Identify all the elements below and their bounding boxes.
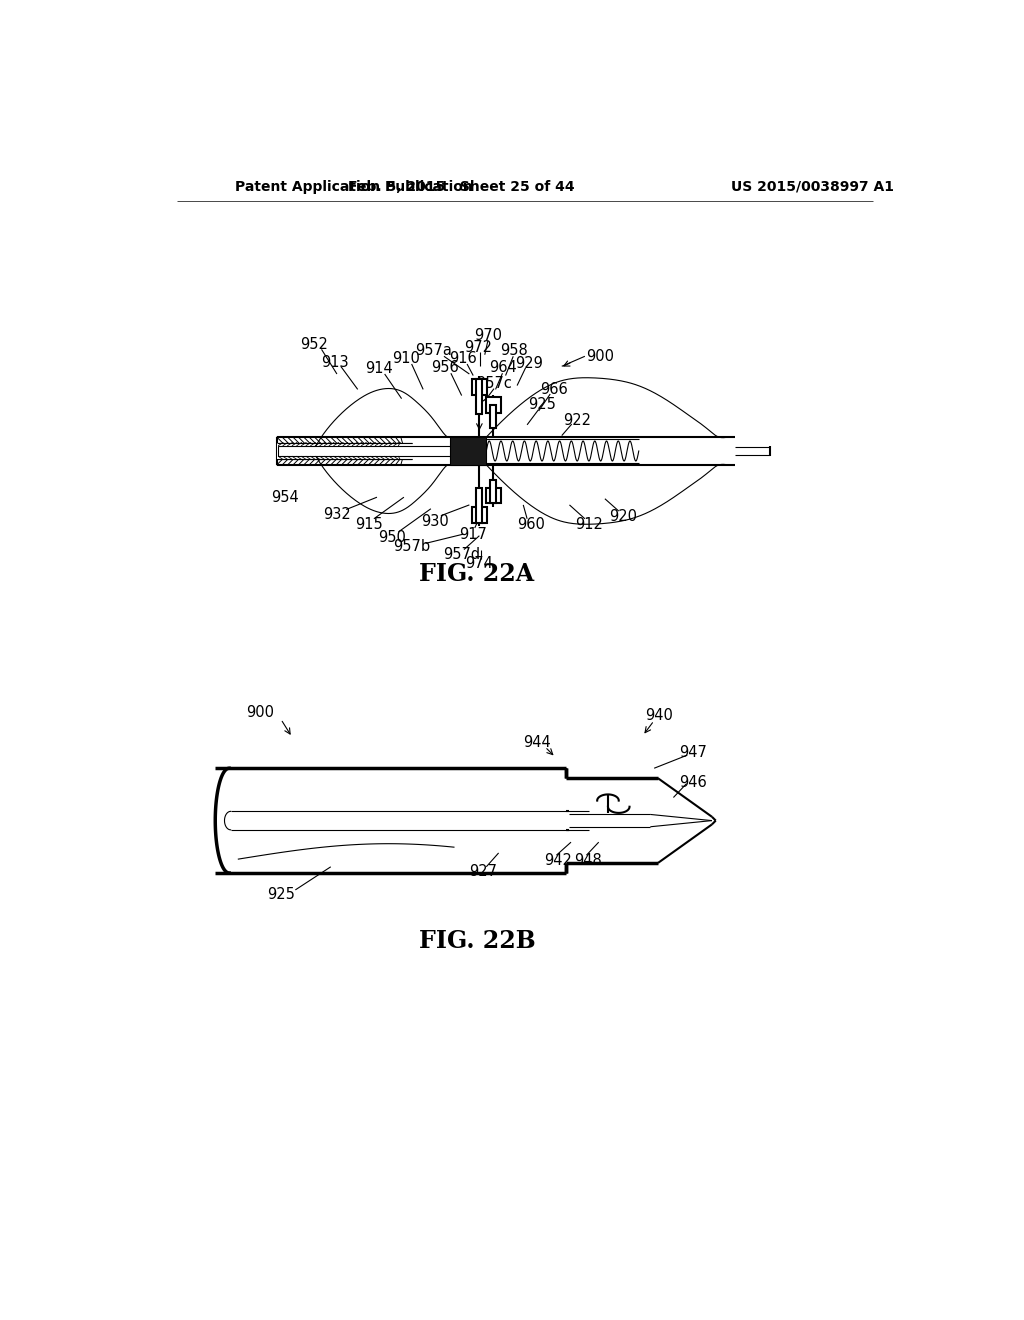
Text: 900: 900 bbox=[587, 348, 614, 364]
Text: 944: 944 bbox=[523, 734, 551, 750]
Text: FIG. 22A: FIG. 22A bbox=[420, 562, 535, 586]
Text: 942: 942 bbox=[544, 853, 571, 869]
Text: 900: 900 bbox=[246, 705, 274, 721]
Text: Feb. 5, 2015   Sheet 25 of 44: Feb. 5, 2015 Sheet 25 of 44 bbox=[348, 180, 574, 194]
Text: 929: 929 bbox=[515, 356, 544, 371]
Bar bbox=[476, 379, 482, 414]
Text: 922: 922 bbox=[563, 413, 591, 428]
Bar bbox=[476, 488, 482, 523]
Text: 958: 958 bbox=[500, 343, 528, 359]
Bar bbox=[490, 480, 497, 503]
Text: 915: 915 bbox=[355, 516, 383, 532]
Text: 930: 930 bbox=[421, 515, 449, 529]
Text: 910: 910 bbox=[392, 351, 420, 366]
Text: 966: 966 bbox=[541, 381, 568, 397]
Bar bbox=[451, 437, 486, 465]
Text: US 2015/0038997 A1: US 2015/0038997 A1 bbox=[731, 180, 894, 194]
Text: 948: 948 bbox=[574, 853, 602, 869]
Bar bbox=[279, 446, 462, 457]
Text: 940: 940 bbox=[645, 709, 673, 723]
Text: 972: 972 bbox=[465, 339, 493, 355]
Text: 970: 970 bbox=[474, 327, 503, 343]
Text: 925: 925 bbox=[267, 887, 295, 902]
Text: 932: 932 bbox=[323, 507, 351, 521]
Text: 920: 920 bbox=[609, 510, 637, 524]
Text: 954: 954 bbox=[270, 490, 298, 504]
Text: 957a: 957a bbox=[416, 343, 453, 359]
Text: 957d: 957d bbox=[443, 548, 480, 562]
Text: FIG. 22B: FIG. 22B bbox=[419, 929, 536, 953]
Bar bbox=[485, 488, 501, 503]
Text: Patent Application Publication: Patent Application Publication bbox=[234, 180, 472, 194]
Text: 946: 946 bbox=[679, 775, 707, 789]
Text: 925: 925 bbox=[528, 397, 556, 412]
Text: 956: 956 bbox=[431, 360, 459, 375]
Bar bbox=[490, 405, 497, 428]
Text: 964: 964 bbox=[489, 360, 517, 375]
Text: 927: 927 bbox=[469, 863, 498, 879]
Text: 914: 914 bbox=[365, 362, 392, 376]
Text: 952: 952 bbox=[300, 337, 328, 352]
Text: 974: 974 bbox=[466, 556, 494, 572]
Text: 957b: 957b bbox=[393, 539, 430, 554]
Text: 912: 912 bbox=[575, 516, 603, 532]
Text: 950: 950 bbox=[379, 529, 407, 545]
Text: 916: 916 bbox=[450, 351, 477, 366]
Text: 960: 960 bbox=[517, 516, 545, 532]
Bar bbox=[276, 442, 412, 459]
Text: 957c: 957c bbox=[476, 376, 512, 391]
Bar bbox=[485, 397, 501, 412]
Text: 917: 917 bbox=[460, 527, 487, 541]
Text: 913: 913 bbox=[321, 355, 348, 370]
Bar bbox=[472, 379, 487, 395]
Text: 947: 947 bbox=[679, 746, 707, 760]
Bar bbox=[472, 507, 487, 523]
